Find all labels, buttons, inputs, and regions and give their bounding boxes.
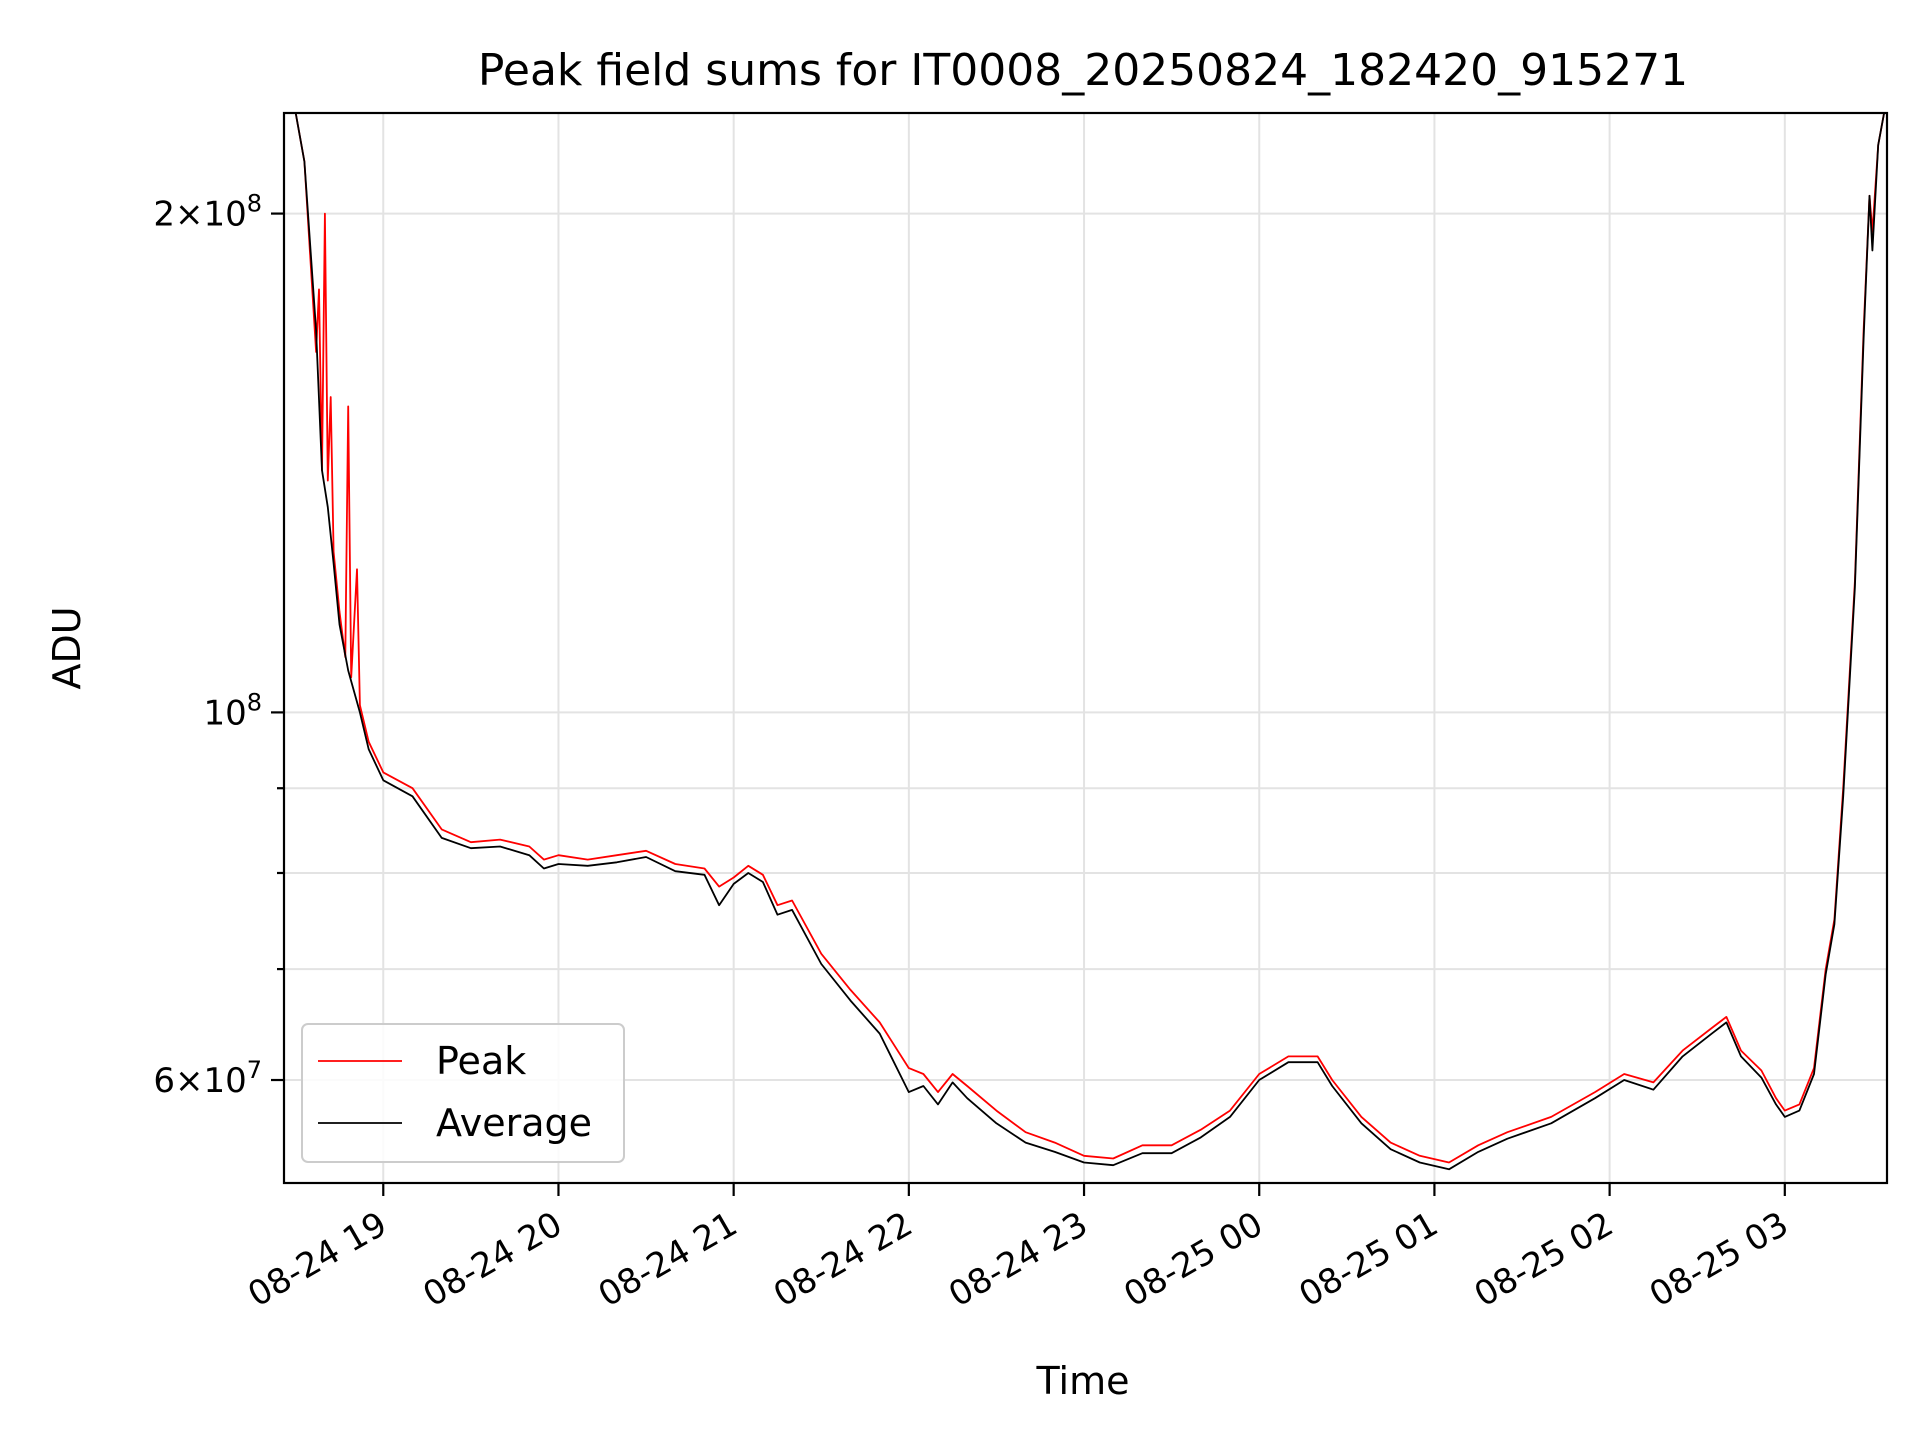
plot-frame xyxy=(282,111,1889,1185)
y-tick-label: 6×107 xyxy=(153,1056,262,1101)
series-lines xyxy=(294,113,1885,1171)
y-tick-label: 108 xyxy=(203,688,262,733)
x-axis-label: Time xyxy=(1036,1359,1130,1403)
chart-title: Peak field sums for IT0008_20250824_1824… xyxy=(478,45,1688,96)
legend-label-average: Average xyxy=(436,1101,592,1145)
y-axis-label: ADU xyxy=(45,606,89,689)
legend-label-peak: Peak xyxy=(436,1039,526,1083)
legend-box xyxy=(301,1023,625,1163)
legend: Peak Average xyxy=(301,1023,625,1163)
grid-lines xyxy=(284,113,1887,1183)
y-tick-label: 2×108 xyxy=(153,190,262,235)
series-line-peak xyxy=(294,113,1885,1164)
series-line-average xyxy=(294,113,1885,1171)
